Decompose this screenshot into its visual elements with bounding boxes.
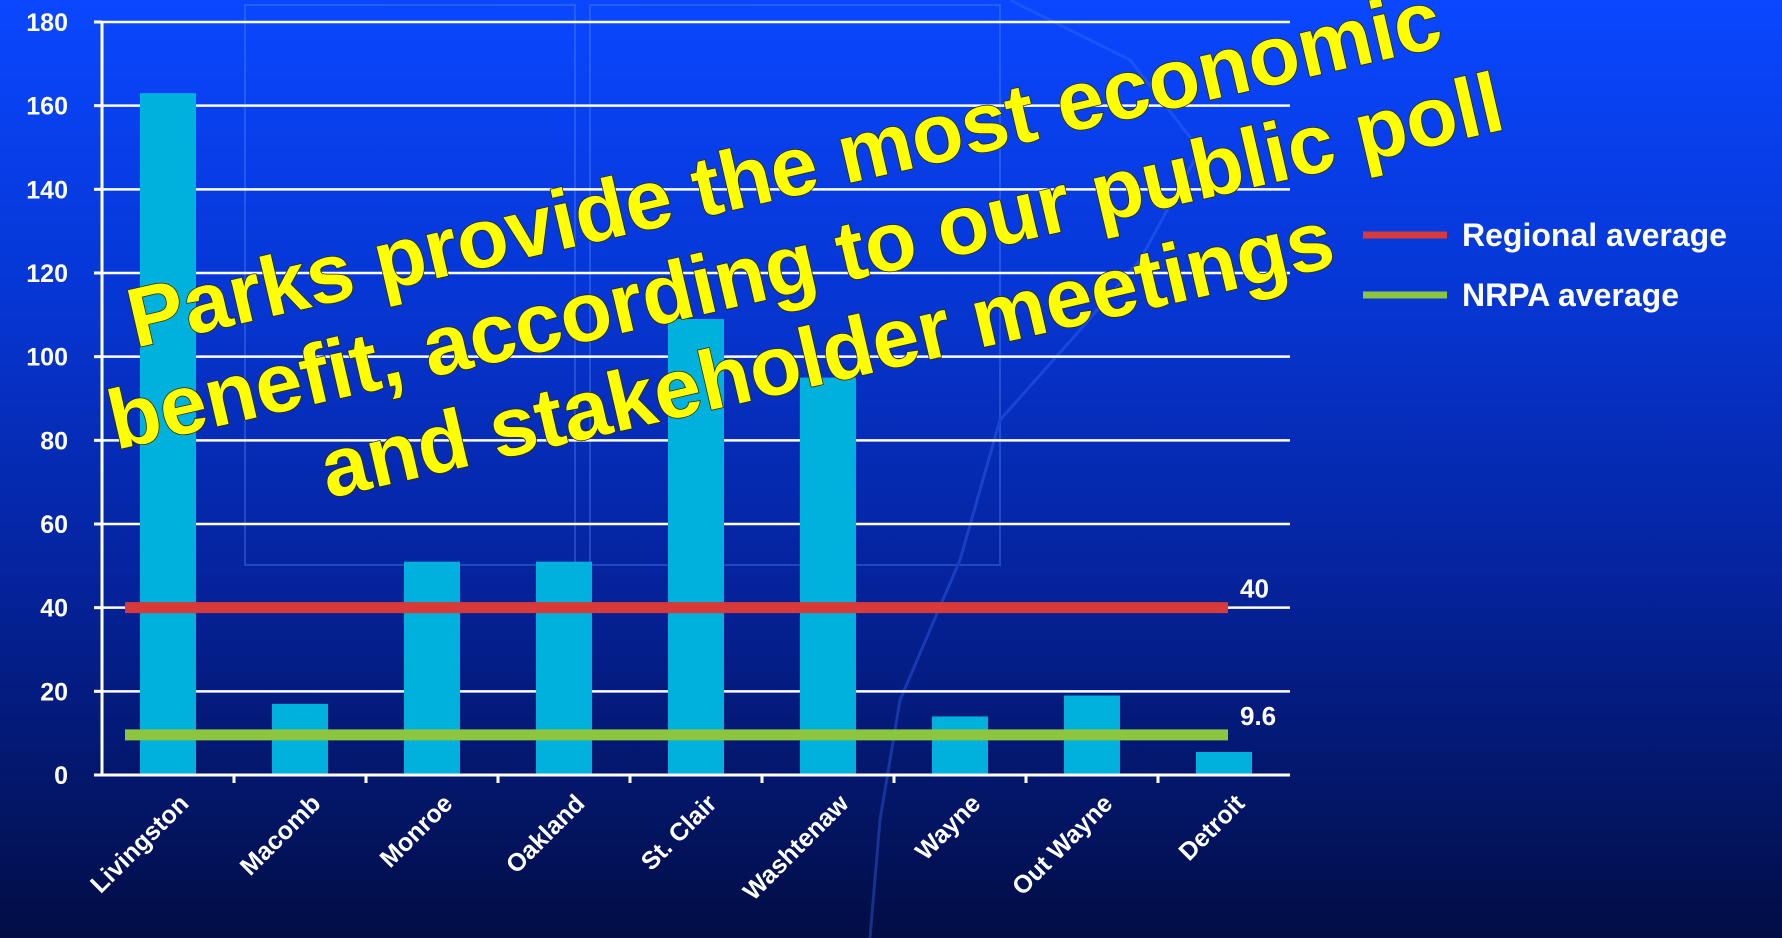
x-label-macomb: Macomb	[235, 789, 327, 881]
axes	[94, 20, 1290, 783]
y-tick-label-60: 60	[40, 511, 68, 539]
y-tick-label-180: 180	[26, 9, 68, 37]
y-tick-label-100: 100	[26, 344, 68, 372]
x-label-monroe: Monroe	[375, 789, 459, 873]
reference-lines: 409.6	[125, 574, 1276, 741]
map-panel-right	[589, 4, 1001, 566]
y-tick-label-160: 160	[26, 93, 68, 121]
legend-label-nrpa-average: NRPA average	[1462, 277, 1679, 313]
x-label-out-wayne: Out Wayne	[1007, 789, 1119, 901]
legend-label-regional-average: Regional average	[1462, 217, 1727, 253]
legend: Regional average NRPA average	[1363, 217, 1727, 313]
x-category-labels: Livingston Macomb Monroe Oakland St. Clair Wa…	[85, 789, 1251, 906]
x-label-oakland: Oakland	[501, 789, 591, 879]
bar-oakland	[536, 561, 592, 775]
reference-label-40: 40	[1240, 574, 1269, 604]
x-label-st-clair: St. Clair	[636, 789, 723, 876]
bar-livingston	[140, 93, 196, 775]
y-tick-label-40: 40	[40, 595, 68, 623]
bar-wayne	[932, 716, 988, 775]
x-label-wayne: Wayne	[910, 789, 986, 865]
x-label-livingston: Livingston	[85, 789, 194, 898]
y-tick-label-20: 20	[40, 678, 68, 706]
bar-st-clair	[668, 319, 724, 775]
x-label-washtenaw: Washtenaw	[738, 789, 855, 906]
bar-monroe	[404, 561, 460, 775]
y-tick-label-0: 0	[54, 762, 68, 790]
x-label-detroit: Detroit	[1173, 789, 1250, 866]
y-tick-label-120: 120	[26, 260, 68, 288]
y-tick-label-140: 140	[26, 176, 68, 204]
y-tick-labels: 0 20 40 60 80 100 120 140 160 180	[26, 9, 68, 790]
reference-label-9-6: 9.6	[1240, 701, 1276, 731]
bar-detroit	[1196, 751, 1252, 775]
y-tick-label-80: 80	[40, 427, 68, 455]
bar-washtenaw	[800, 377, 856, 775]
